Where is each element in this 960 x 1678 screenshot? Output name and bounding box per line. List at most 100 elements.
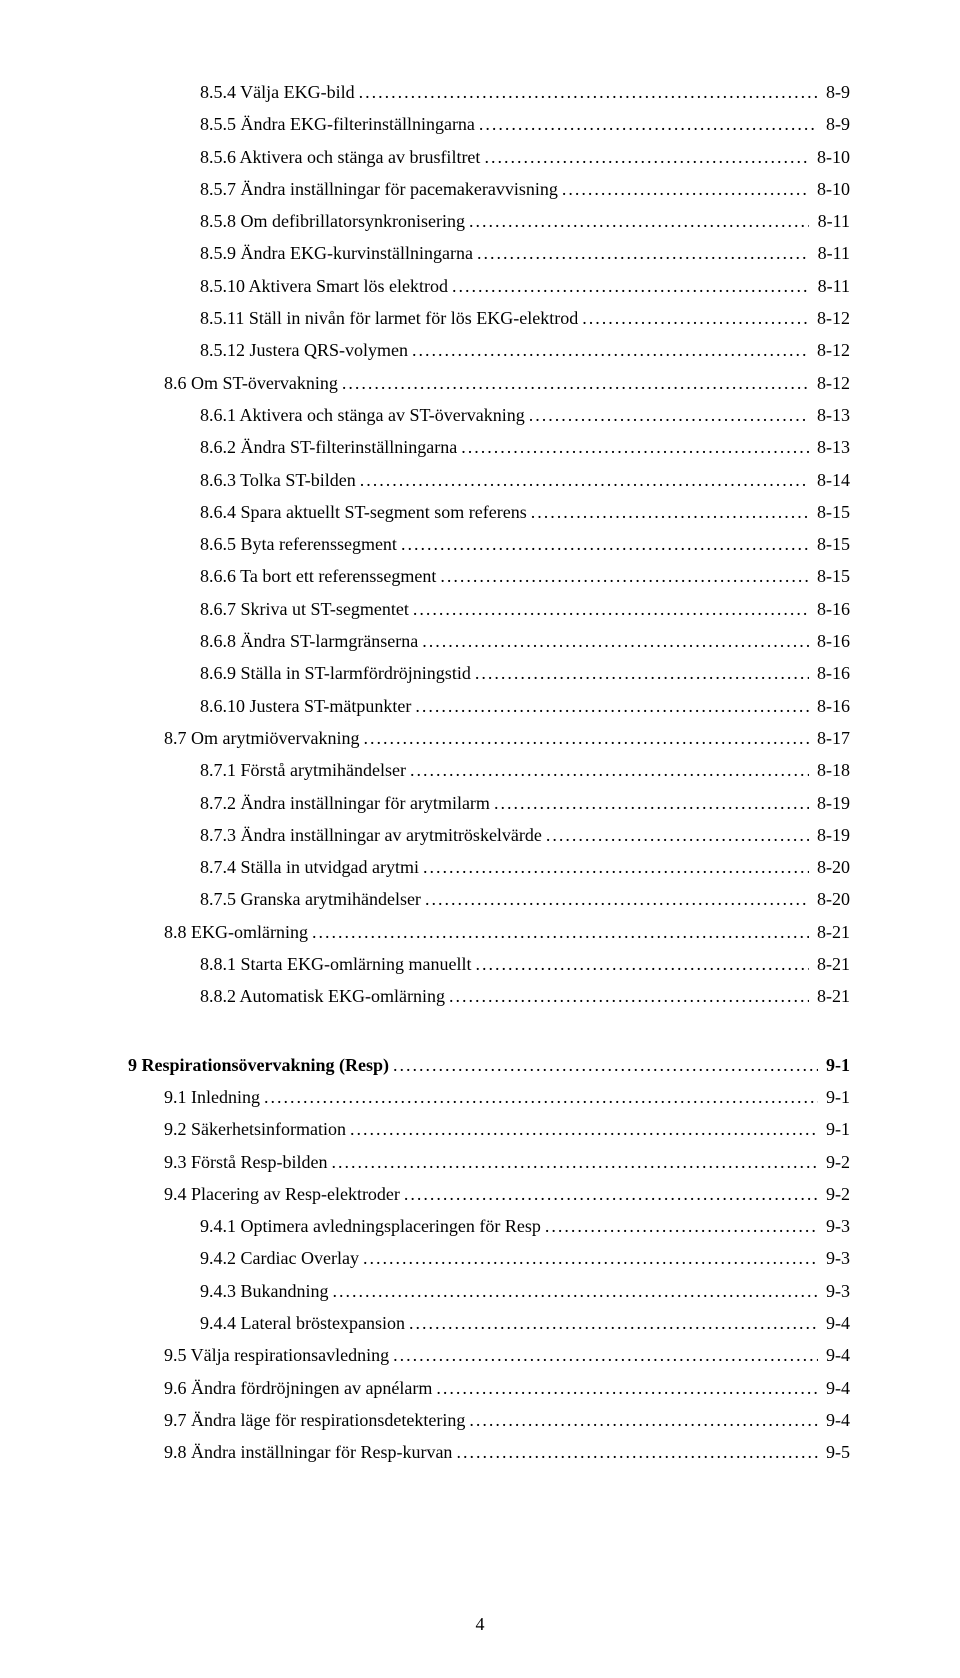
toc-entry: 8.7.5 Granska arytmihändelser 8-20 [200, 887, 850, 911]
toc-entry: 8.5.10 Aktivera Smart lös elektrod 8-11 [200, 274, 850, 298]
toc-leader [475, 952, 808, 976]
toc-label: 8.6.7 Skriva ut ST-segmentet [200, 597, 409, 621]
toc-label: 8.8.2 Automatisk EKG-omlärning [200, 984, 445, 1008]
toc-label: 8.6.10 Justera ST-mätpunkter [200, 694, 411, 718]
toc-leader [469, 1408, 817, 1432]
toc-page: 8-15 [813, 532, 851, 556]
toc-leader [440, 564, 808, 588]
toc-entry: 8.7.3 Ändra inställningar av arytmitrösk… [200, 823, 850, 847]
page: 8.5.4 Välja EKG-bild 8-98.5.5 Ändra EKG-… [0, 0, 960, 1678]
toc-leader [342, 371, 809, 395]
toc-page: 8-16 [813, 661, 851, 685]
toc-page: 9-5 [822, 1440, 851, 1464]
toc-page: 8-9 [822, 112, 851, 136]
toc-entry: 9.1 Inledning 9-1 [164, 1085, 850, 1109]
toc-entry: 9.2 Säkerhetsinformation 9-1 [164, 1117, 850, 1141]
toc-label: 9.6 Ändra fördröjningen av apnélarm [164, 1376, 432, 1400]
toc-entry: 8.6.10 Justera ST-mätpunkter 8-16 [200, 694, 850, 718]
toc-page: 9-2 [822, 1182, 851, 1206]
toc-page: 8-11 [813, 274, 850, 298]
toc-entry: 8.8.2 Automatisk EKG-omlärning 8-21 [200, 984, 850, 1008]
toc-label: 8.6.5 Byta referenssegment [200, 532, 397, 556]
toc-entry: 9.8 Ändra inställningar för Resp-kurvan … [164, 1440, 850, 1464]
toc-entry: 9.4.4 Lateral bröstexpansion 9-4 [200, 1311, 850, 1335]
toc-entry: 8.7.4 Ställa in utvidgad arytmi 8-20 [200, 855, 850, 879]
toc-page: 9-4 [822, 1311, 851, 1335]
table-of-contents: 8.5.4 Välja EKG-bild 8-98.5.5 Ändra EKG-… [128, 80, 850, 1464]
toc-label: 9.3 Förstå Resp-bilden [164, 1150, 328, 1174]
toc-leader [582, 306, 808, 330]
toc-leader [404, 1182, 818, 1206]
toc-leader [423, 855, 809, 879]
toc-leader [475, 661, 809, 685]
toc-leader [449, 984, 809, 1008]
toc-label: 9 Respirationsövervakning (Resp) [128, 1053, 389, 1077]
toc-label: 8.7.4 Ställa in utvidgad arytmi [200, 855, 419, 879]
toc-label: 8.6.2 Ändra ST-filterinställningarna [200, 435, 457, 459]
toc-leader [422, 629, 808, 653]
toc-leader [413, 597, 809, 621]
toc-page: 8-13 [813, 403, 851, 427]
toc-leader [484, 145, 808, 169]
toc-page: 8-15 [813, 564, 851, 588]
toc-label: 8.5.6 Aktivera och stänga av brusfiltret [200, 145, 480, 169]
toc-label: 8.6.1 Aktivera och stänga av ST-övervakn… [200, 403, 525, 427]
toc-page: 9-4 [822, 1408, 851, 1432]
toc-leader [409, 1311, 818, 1335]
toc-leader [350, 1117, 818, 1141]
toc-entry: 9.4.2 Cardiac Overlay 9-3 [200, 1246, 850, 1270]
toc-page: 8-21 [813, 952, 851, 976]
toc-label: 9.5 Välja respirationsavledning [164, 1343, 389, 1367]
toc-entry: 8.5.12 Justera QRS-volymen 8-12 [200, 338, 850, 362]
toc-label: 8.5.4 Välja EKG-bild [200, 80, 355, 104]
toc-page: 8-20 [813, 855, 851, 879]
toc-leader [332, 1150, 818, 1174]
toc-page: 8-16 [813, 629, 851, 653]
toc-page: 8-10 [813, 145, 851, 169]
toc-entry: 9.4.3 Bukandning 9-3 [200, 1279, 850, 1303]
toc-entry: 9.4 Placering av Resp-elektroder 9-2 [164, 1182, 850, 1206]
toc-label: 8.7.1 Förstå arytmihändelser [200, 758, 406, 782]
toc-page: 8-21 [813, 984, 851, 1008]
toc-page: 8-14 [813, 468, 851, 492]
toc-label: 8.5.9 Ändra EKG-kurvinställningarna [200, 241, 473, 265]
toc-leader [461, 435, 808, 459]
toc-entry: 8.6.5 Byta referenssegment 8-15 [200, 532, 850, 556]
toc-entry: 8.5.5 Ändra EKG-filterinställningarna 8-… [200, 112, 850, 136]
toc-leader [333, 1279, 818, 1303]
toc-entry: 8.5.7 Ändra inställningar för pacemakera… [200, 177, 850, 201]
toc-page: 9-3 [822, 1214, 851, 1238]
toc-page: 8-11 [813, 209, 850, 233]
toc-label: 9.4.3 Bukandning [200, 1279, 329, 1303]
toc-entry: 8.7 Om arytmiövervakning 8-17 [164, 726, 850, 750]
toc-leader [456, 1440, 817, 1464]
toc-entry: 8.5.8 Om defibrillatorsynkronisering 8-1… [200, 209, 850, 233]
toc-label: 8.5.10 Aktivera Smart lös elektrod [200, 274, 448, 298]
toc-page: 9-2 [822, 1150, 851, 1174]
toc-entry: 8.6.6 Ta bort ett referenssegment 8-15 [200, 564, 850, 588]
toc-page: 8-9 [822, 80, 851, 104]
toc-page: 9-1 [822, 1085, 851, 1109]
toc-leader [363, 1246, 818, 1270]
toc-entry: 8.6 Om ST-övervakning 8-12 [164, 371, 850, 395]
toc-leader [393, 1343, 817, 1367]
toc-entry: 8.5.4 Välja EKG-bild 8-9 [200, 80, 850, 104]
toc-label: 8.6.4 Spara aktuellt ST-segment som refe… [200, 500, 527, 524]
toc-label: 9.4.1 Optimera avledningsplaceringen för… [200, 1214, 541, 1238]
toc-page: 8-19 [813, 791, 851, 815]
toc-leader [264, 1085, 818, 1109]
toc-entry: 9.5 Välja respirationsavledning 9-4 [164, 1343, 850, 1367]
toc-entry: 9.7 Ändra läge för respirationsdetekteri… [164, 1408, 850, 1432]
toc-page: 8-11 [813, 241, 850, 265]
toc-entry: 8.5.6 Aktivera och stänga av brusfiltret… [200, 145, 850, 169]
toc-entry: 9.3 Förstå Resp-bilden 9-2 [164, 1150, 850, 1174]
toc-label: 8.5.11 Ställ in nivån för larmet för lös… [200, 306, 578, 330]
toc-entry: 9.4.1 Optimera avledningsplaceringen för… [200, 1214, 850, 1238]
toc-entry: 8.8.1 Starta EKG-omlärning manuellt 8-21 [200, 952, 850, 976]
toc-label: 8.7.3 Ändra inställningar av arytmitrösk… [200, 823, 542, 847]
toc-entry: 9.6 Ändra fördröjningen av apnélarm 9-4 [164, 1376, 850, 1400]
toc-page: 8-20 [813, 887, 851, 911]
toc-label: 8.6 Om ST-övervakning [164, 371, 338, 395]
toc-leader [393, 1053, 817, 1077]
toc-label: 9.4 Placering av Resp-elektroder [164, 1182, 400, 1206]
